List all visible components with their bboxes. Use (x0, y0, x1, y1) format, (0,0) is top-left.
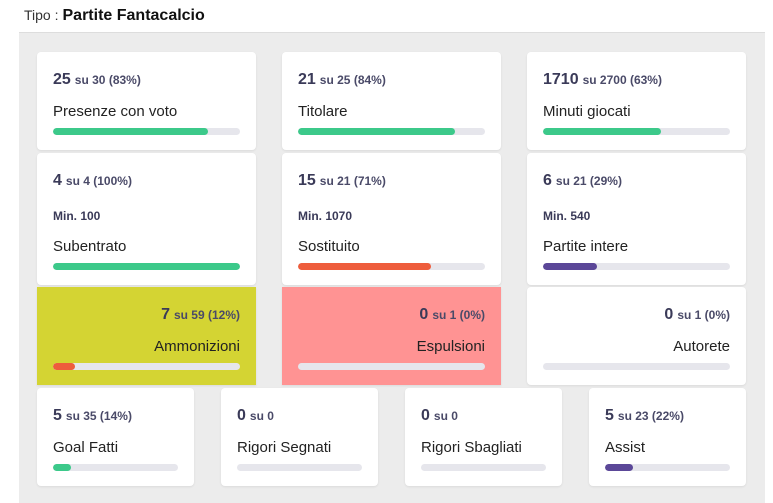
stat-card: 4 su 4 (100%) Min. 100 Subentrato (37, 153, 256, 285)
stat-value: 0 (237, 407, 246, 424)
progress-track (53, 128, 240, 135)
stat-card: 5 su 23 (22%) Assist (589, 388, 746, 486)
stats-panel: 25 su 30 (83%) Presenze con voto 21 su 25 (8… (19, 32, 765, 503)
stat-value-line: 25 su 30 (83%) (53, 71, 240, 89)
stat-detail: su 35 (14%) (65, 409, 132, 423)
stat-label: Rigori Sbagliati (421, 439, 522, 456)
stat-value-line: 15 su 21 (71%) (298, 172, 485, 190)
stat-label: Goal Fatti (53, 439, 119, 456)
stat-card: 0 su 1 (0%) Espulsioni (282, 287, 501, 385)
stat-label: Espulsioni (416, 338, 485, 355)
stat-detail: su 23 (22%) (617, 409, 684, 423)
stat-value: 6 (543, 172, 552, 189)
progress-fill (298, 263, 431, 270)
stat-label: Presenze con voto (53, 103, 178, 120)
stat-card: 1710 su 2700 (63%) Minuti giocati (527, 52, 746, 150)
stat-card: 0 su 0 Rigori Sbagliati (405, 388, 562, 486)
stat-value: 4 (53, 172, 62, 189)
stat-detail: su 1 (0%) (677, 308, 730, 322)
stat-label: Titolare (298, 103, 348, 120)
stat-detail: su 30 (83%) (74, 73, 141, 87)
progress-track (298, 128, 485, 135)
stat-card: 15 su 21 (71%) Min. 1070 Sostituito (282, 153, 501, 285)
stat-detail: su 59 (12%) (173, 308, 240, 322)
progress-track (53, 263, 240, 270)
header: Tipo : Partite Fantacalcio (24, 7, 205, 25)
progress-track (53, 464, 178, 471)
progress-fill (53, 363, 76, 370)
stat-detail: su 21 (29%) (555, 174, 622, 188)
stat-value: 25 (53, 71, 71, 88)
progress-track (298, 363, 485, 370)
stat-detail: su 1 (0%) (432, 308, 485, 322)
stat-value: 7 (161, 306, 170, 323)
stat-value-line: 1710 su 2700 (63%) (543, 71, 730, 89)
stat-card: 5 su 35 (14%) Goal Fatti (37, 388, 194, 486)
stat-value: 0 (421, 407, 430, 424)
stat-value: 21 (298, 71, 316, 88)
stat-value-line: 21 su 25 (84%) (298, 71, 485, 89)
stat-value-line: 5 su 35 (14%) (53, 407, 178, 425)
stat-card: 0 su 1 (0%) Autorete (527, 287, 746, 385)
stat-value-line: 0 su 1 (0%) (543, 306, 730, 324)
stat-minutes: Min. 100 (53, 209, 101, 223)
stat-detail: su 0 (433, 409, 458, 423)
stat-label: Rigori Segnati (237, 439, 332, 456)
stat-value-line: 5 su 23 (22%) (605, 407, 730, 425)
stat-value-line: 0 su 1 (0%) (298, 306, 485, 324)
stat-label: Minuti giocati (543, 103, 631, 120)
stat-value-line: 7 su 59 (12%) (53, 306, 240, 324)
stat-card: 25 su 30 (83%) Presenze con voto (37, 52, 256, 150)
stat-value: 15 (298, 172, 316, 189)
stat-label: Sostituito (298, 238, 360, 255)
stat-value: 1710 (543, 71, 579, 88)
stat-minutes: Min. 1070 (298, 209, 353, 223)
stat-value-line: 0 su 0 (237, 407, 362, 425)
stat-label: Assist (605, 439, 646, 456)
stat-detail: su 4 (100%) (65, 174, 132, 188)
stat-card: 21 su 25 (84%) Titolare (282, 52, 501, 150)
progress-fill (298, 128, 456, 135)
stat-value-line: 0 su 0 (421, 407, 546, 425)
progress-track (543, 128, 730, 135)
progress-fill (543, 128, 661, 135)
stat-card: 6 su 21 (29%) Min. 540 Partite intere (527, 153, 746, 285)
progress-track (53, 363, 240, 370)
stat-detail: su 21 (71%) (319, 174, 386, 188)
progress-track (605, 464, 730, 471)
progress-track (298, 263, 485, 270)
stat-value-line: 6 su 21 (29%) (543, 172, 730, 190)
progress-fill (53, 128, 209, 135)
stat-detail: su 25 (84%) (319, 73, 386, 87)
progress-fill (53, 464, 71, 471)
stat-value: 5 (605, 407, 614, 424)
stat-detail: su 2700 (63%) (582, 73, 662, 87)
progress-fill (543, 263, 598, 270)
progress-fill (605, 464, 633, 471)
header-label: Tipo : (24, 7, 59, 23)
stat-card: 7 su 59 (12%) Ammonizioni (37, 287, 256, 385)
stat-detail: su 0 (249, 409, 274, 423)
stat-value-line: 4 su 4 (100%) (53, 172, 240, 190)
progress-track (237, 464, 362, 471)
progress-track (421, 464, 546, 471)
stat-card: 0 su 0 Rigori Segnati (221, 388, 378, 486)
progress-track (543, 363, 730, 370)
stat-label: Ammonizioni (154, 338, 240, 355)
stat-label: Partite intere (543, 238, 629, 255)
progress-track (543, 263, 730, 270)
stat-label: Autorete (673, 338, 730, 355)
stat-label: Subentrato (53, 238, 127, 255)
header-title: Partite Fantacalcio (62, 7, 205, 24)
stat-minutes: Min. 540 (543, 209, 591, 223)
stat-value: 0 (419, 306, 429, 323)
stat-value: 5 (53, 407, 62, 424)
progress-fill (53, 263, 240, 270)
stat-value: 0 (664, 306, 674, 323)
